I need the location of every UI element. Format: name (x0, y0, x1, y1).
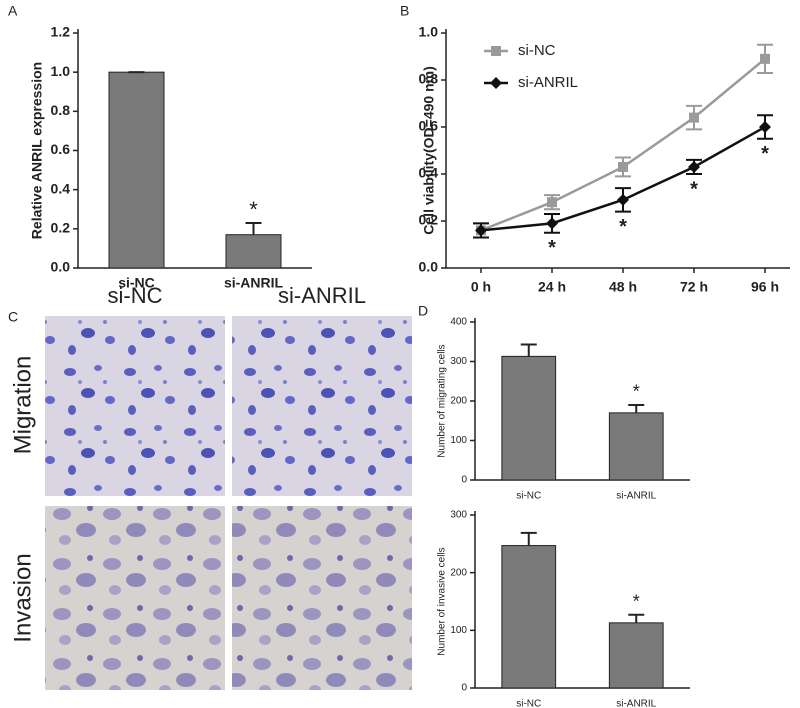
x-tick-label: si-NC (516, 491, 541, 502)
row-label: Migration (9, 356, 36, 455)
error-bar (520, 531, 537, 546)
y-tick-label: 100 (450, 435, 467, 446)
significance-mark: * (761, 143, 769, 165)
panel-label: C (8, 309, 18, 325)
marker (475, 224, 487, 237)
panel-label: B (400, 3, 409, 19)
series-line (480, 125, 766, 232)
error-bar (628, 613, 645, 623)
bar (608, 412, 664, 481)
y-tick-label: 0.2 (419, 212, 439, 228)
y-axis-title: Number of migrating cells (437, 344, 448, 457)
significance-mark: * (690, 178, 698, 200)
y-tick-label: 0.6 (419, 118, 439, 134)
y-tick-label: 0 (461, 475, 467, 486)
panel-label: A (8, 3, 18, 19)
x-tick-label: 96 h (751, 279, 779, 295)
micrograph (232, 316, 412, 496)
marker (689, 112, 699, 123)
y-tick-label: 400 (450, 317, 467, 328)
micrograph (45, 316, 225, 496)
marker (618, 161, 628, 172)
x-tick-label: si-ANRIL (616, 699, 656, 708)
column-label: si-ANRIL (278, 283, 366, 308)
marker (546, 217, 558, 230)
column-label: si-NC (108, 283, 163, 308)
x-tick-label: si-ANRIL (224, 275, 284, 291)
significance-mark: * (619, 216, 627, 238)
panel-label: D (418, 303, 428, 319)
significance-mark: * (249, 197, 258, 222)
axis-line (445, 29, 790, 269)
y-tick-label: 1.0 (51, 63, 71, 79)
error-bar (520, 343, 537, 357)
marker (491, 46, 501, 56)
y-tick-label: 0.0 (419, 259, 439, 275)
y-tick-label: 0.6 (51, 141, 71, 157)
x-tick-label: si-ANRIL (616, 491, 656, 502)
y-tick-label: 100 (450, 625, 467, 636)
y-tick-label: 0.0 (51, 259, 71, 275)
y-axis-title: Number of invasive cells (437, 547, 448, 655)
y-tick-label: 0.2 (51, 220, 71, 236)
y-tick-label: 200 (450, 396, 467, 407)
micrograph (232, 506, 412, 690)
y-tick-label: 300 (450, 510, 467, 521)
marker (688, 160, 700, 173)
y-tick-label: 300 (450, 356, 467, 367)
bar (108, 71, 165, 269)
significance-mark: * (633, 382, 640, 402)
x-tick-label: 72 h (680, 279, 708, 295)
y-axis-title: Cell viability(OD=490 nm) (421, 66, 437, 234)
row-label: Invasion (9, 553, 36, 642)
error-bar (245, 221, 262, 235)
y-tick-label: 0.8 (51, 102, 71, 118)
marker (759, 121, 771, 133)
bar (501, 545, 557, 689)
x-tick-label: 24 h (538, 279, 566, 295)
marker (547, 197, 557, 208)
bar (225, 234, 282, 269)
marker (760, 53, 770, 64)
y-tick-label: 0.4 (419, 165, 439, 181)
legend-label: si-ANRIL (518, 74, 578, 91)
y-tick-label: 0.4 (51, 180, 71, 196)
y-axis-title: Relative ANRIL expression (29, 62, 45, 239)
y-tick-label: 1.2 (51, 24, 71, 40)
error-bar (628, 403, 645, 413)
y-tick-label: 200 (450, 567, 467, 578)
significance-mark: * (548, 237, 556, 259)
y-tick-label: 1.0 (419, 24, 439, 40)
marker (490, 77, 502, 89)
bar (501, 355, 557, 481)
x-tick-label: si-NC (118, 275, 155, 291)
significance-mark: * (633, 592, 640, 612)
marker (617, 193, 629, 206)
y-tick-label: 0.8 (419, 71, 439, 87)
y-tick-label: 0 (461, 683, 467, 694)
micrograph (45, 506, 225, 690)
x-tick-label: 0 h (471, 279, 491, 295)
legend-label: si-NC (518, 42, 556, 59)
x-tick-label: si-NC (516, 699, 541, 708)
bar (608, 622, 664, 689)
x-tick-label: 48 h (609, 279, 637, 295)
